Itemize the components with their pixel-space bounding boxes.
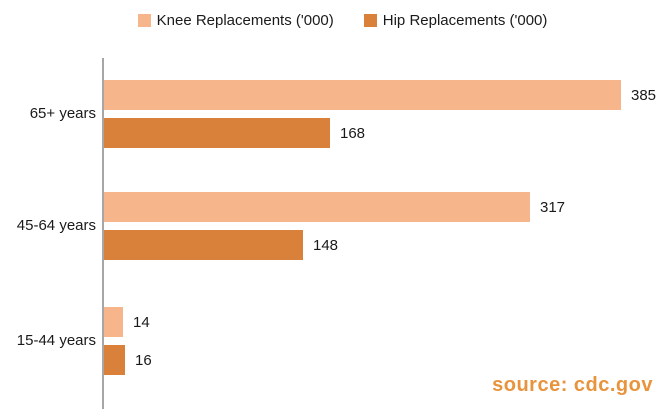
legend-label-knee: Knee Replacements ('000) <box>156 12 334 29</box>
legend-label-hip: Hip Replacements ('000) <box>382 12 548 29</box>
bar-hip-65-years <box>104 118 330 148</box>
bar-knee-65-years <box>104 80 621 110</box>
bar-row: 317 <box>104 192 565 222</box>
bar-row: 385 <box>104 80 656 110</box>
legend-item-knee: Knee Replacements ('000) <box>137 12 334 29</box>
bar-row: 16 <box>104 345 152 375</box>
bar-row: 168 <box>104 118 365 148</box>
bar-row: 148 <box>104 230 338 260</box>
bar-knee-15-44-years <box>104 307 123 337</box>
source-attribution: source: cdc.gov <box>492 374 653 396</box>
value-label: 317 <box>540 198 566 216</box>
bar-hip-15-44-years <box>104 345 125 375</box>
value-label: 16 <box>135 351 152 369</box>
legend-item-hip: Hip Replacements ('000) <box>363 12 548 29</box>
value-label: 14 <box>133 313 150 331</box>
value-label: 385 <box>631 86 657 104</box>
category-label-15-44-years: 15-44 years <box>16 332 96 349</box>
value-label: 168 <box>340 124 366 142</box>
vertical-axis-line <box>102 58 104 409</box>
bar-row: 14 <box>104 307 150 337</box>
knee-series-swatch-icon <box>137 14 151 27</box>
plot-area: 385 168 317 148 14 16 <box>104 0 665 409</box>
category-label-45-64-years: 45-64 years <box>16 217 96 234</box>
hip-series-swatch-icon <box>363 14 377 27</box>
category-label-65-years: 65+ years <box>29 105 96 122</box>
chart-legend: Knee Replacements ('000) Hip Replacement… <box>10 12 665 29</box>
bar-hip-45-64-years <box>104 230 303 260</box>
bar-knee-45-64-years <box>104 192 530 222</box>
value-label: 148 <box>313 236 339 254</box>
